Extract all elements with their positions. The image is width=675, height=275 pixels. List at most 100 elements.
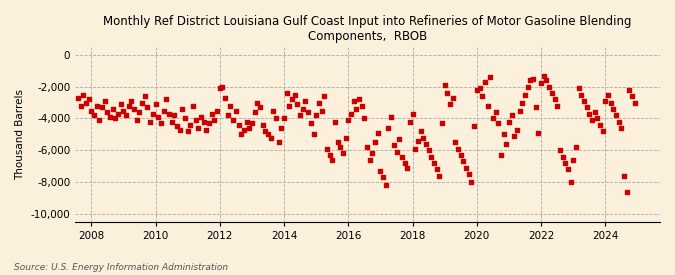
Point	[487, 116, 498, 121]
Point	[171, 124, 182, 129]
Point	[212, 108, 223, 113]
Point	[153, 115, 163, 119]
Point	[97, 105, 107, 109]
Point	[321, 146, 332, 151]
Point	[362, 145, 373, 149]
Point	[453, 146, 464, 151]
Point	[603, 92, 614, 97]
Point	[520, 92, 531, 97]
Point	[227, 118, 238, 122]
Point	[464, 172, 475, 176]
Point	[287, 97, 298, 101]
Point	[115, 102, 126, 106]
Point	[75, 103, 86, 108]
Point	[482, 103, 493, 108]
Point	[554, 148, 565, 152]
Point	[356, 103, 367, 108]
Point	[495, 153, 506, 157]
Point	[437, 121, 448, 125]
Point	[434, 174, 445, 178]
Point	[241, 119, 252, 124]
Point	[415, 129, 426, 133]
Point	[412, 139, 423, 143]
Point	[276, 126, 287, 130]
Text: Source: U.S. Energy Information Administration: Source: U.S. Energy Information Administ…	[14, 263, 227, 272]
Point	[150, 102, 161, 106]
Point	[512, 127, 522, 132]
Point	[99, 99, 110, 103]
Point	[381, 183, 392, 187]
Point	[140, 94, 151, 98]
Point	[118, 108, 129, 113]
Point	[196, 115, 207, 119]
Point	[426, 154, 437, 159]
Point	[204, 121, 215, 125]
Point	[388, 143, 399, 148]
Point	[209, 118, 220, 122]
Point	[230, 108, 241, 113]
Point	[421, 142, 431, 146]
Point	[373, 131, 383, 135]
Point	[252, 100, 263, 105]
Point	[348, 99, 359, 103]
Point	[399, 161, 410, 165]
Point	[445, 102, 456, 106]
Point	[207, 111, 217, 116]
Point	[531, 105, 541, 109]
Point	[80, 100, 91, 105]
Point	[177, 107, 188, 111]
Point	[351, 107, 362, 111]
Point	[589, 110, 600, 114]
Point	[576, 92, 587, 97]
Point	[338, 151, 348, 156]
Point	[327, 158, 338, 162]
Point	[468, 124, 479, 129]
Point	[573, 86, 584, 90]
Point	[88, 113, 99, 117]
Point	[474, 86, 485, 90]
Point	[501, 142, 512, 146]
Point	[313, 100, 324, 105]
Point	[383, 126, 394, 130]
Point	[217, 84, 228, 89]
Point	[134, 110, 145, 114]
Point	[541, 78, 552, 82]
Point	[290, 92, 300, 97]
Title: Monthly Ref District Louisiana Gulf Coast Input into Refineries of Motor Gasolin: Monthly Ref District Louisiana Gulf Coas…	[103, 15, 632, 43]
Point	[367, 151, 378, 156]
Point	[163, 111, 174, 116]
Point	[263, 132, 273, 136]
Point	[423, 148, 434, 152]
Point	[504, 119, 514, 124]
Point	[220, 96, 231, 100]
Point	[246, 121, 257, 125]
Point	[622, 189, 632, 194]
Point	[490, 110, 501, 114]
Point	[292, 102, 303, 106]
Point	[244, 126, 254, 130]
Point	[105, 115, 115, 119]
Point	[584, 111, 595, 116]
Point	[324, 153, 335, 157]
Point	[364, 158, 375, 162]
Point	[514, 108, 525, 113]
Point	[83, 97, 94, 101]
Point	[477, 94, 487, 98]
Point	[509, 134, 520, 138]
Point	[493, 121, 504, 125]
Point	[265, 135, 276, 140]
Point	[605, 100, 616, 105]
Point	[402, 166, 412, 170]
Point	[110, 116, 121, 121]
Point	[308, 132, 319, 136]
Point	[281, 91, 292, 95]
Point	[450, 140, 461, 144]
Point	[129, 107, 140, 111]
Point	[329, 119, 340, 124]
Point	[310, 113, 321, 117]
Point	[107, 107, 118, 111]
Point	[407, 111, 418, 116]
Point	[359, 116, 370, 121]
Point	[126, 99, 137, 103]
Point	[624, 88, 635, 92]
